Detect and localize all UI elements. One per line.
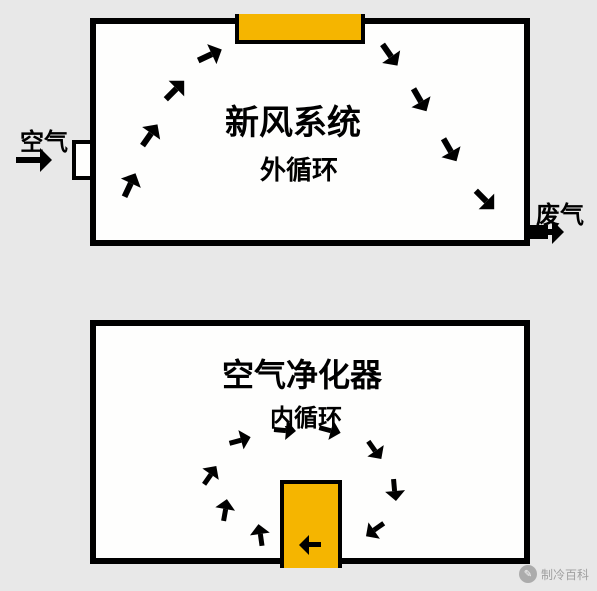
watermark-text: 制冷百科 xyxy=(541,566,589,583)
flow-arrow xyxy=(528,220,564,244)
watermark-icon: ✎ xyxy=(519,565,537,583)
inlet-port xyxy=(72,140,94,180)
flow-arrow xyxy=(16,148,52,172)
watermark: ✎ 制冷百科 xyxy=(519,565,589,583)
top-subtitle: 外循环 xyxy=(260,150,338,187)
bottom-title: 空气净化器 xyxy=(222,350,382,396)
top-title: 新风系统 xyxy=(225,95,361,144)
flow-arrow xyxy=(273,419,297,441)
flow-arrow xyxy=(299,535,321,555)
flow-arrow xyxy=(249,523,272,548)
flow-arrow xyxy=(213,497,237,522)
flow-arrow xyxy=(384,478,406,502)
top-yellow-vent xyxy=(235,14,365,44)
